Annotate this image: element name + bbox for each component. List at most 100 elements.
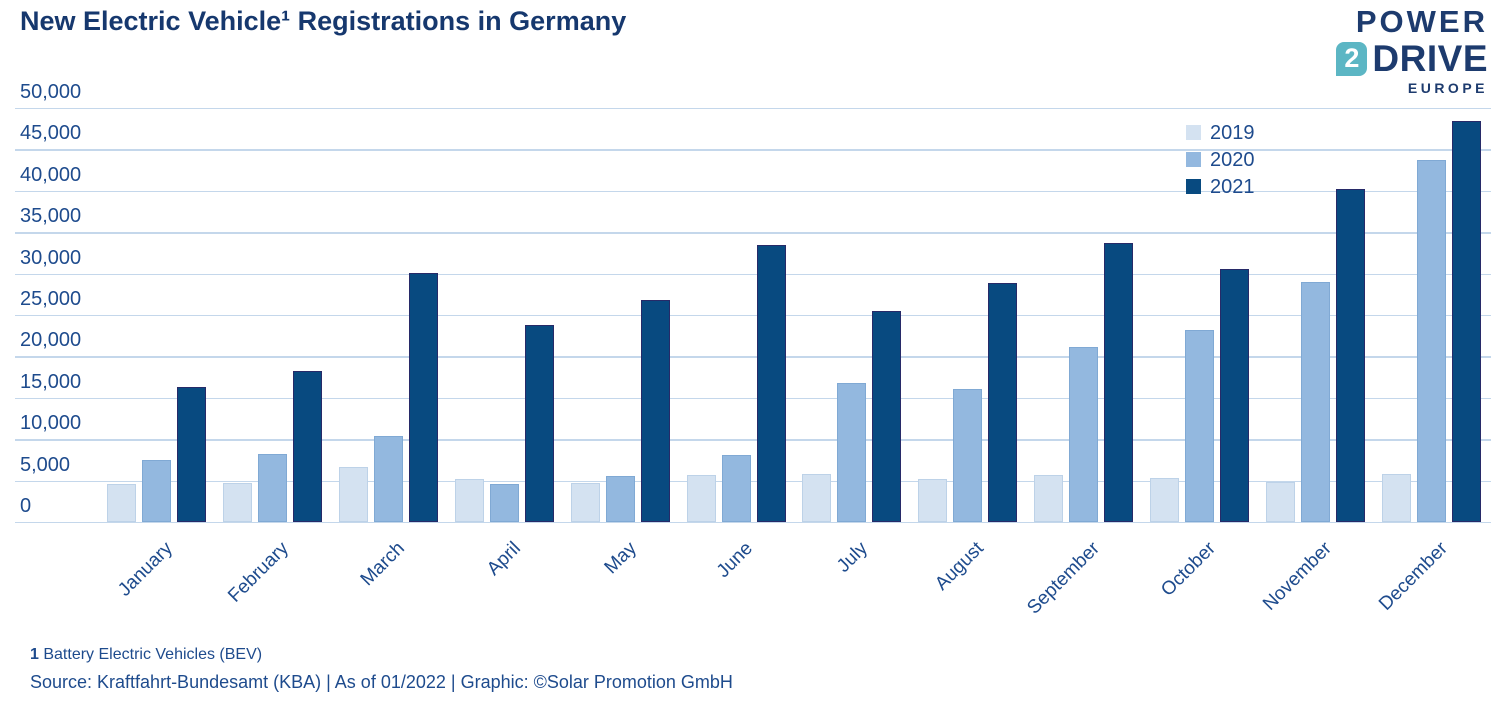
bar-2019-august <box>918 479 948 522</box>
gridline-0 <box>15 522 1491 524</box>
bar-2021-january <box>177 387 206 522</box>
bar-2021-july <box>872 311 902 522</box>
x-axis-label-september: September <box>1023 538 1105 619</box>
bar-2020-september <box>1069 347 1099 522</box>
bar-group-november <box>1266 108 1366 522</box>
gridline-10000 <box>15 439 1491 441</box>
y-axis-label-50000: 50,000 <box>20 81 82 103</box>
gridline-30000 <box>15 273 1491 275</box>
legend-swatch-2019 <box>1186 125 1201 140</box>
logo-2-badge-icon: 2 <box>1336 41 1368 76</box>
gridline-50000 <box>15 108 1491 110</box>
x-axis-label-october: October <box>1157 538 1221 601</box>
bar-2020-january <box>142 460 171 522</box>
bar-2021-may <box>640 300 670 522</box>
x-axis-label-january: January <box>114 538 177 601</box>
bar-2020-august <box>953 389 983 522</box>
bar-group-july <box>802 108 902 522</box>
x-axis-label-august: August <box>931 538 989 595</box>
bar-2019-september <box>1034 475 1064 522</box>
y-axis-label-35000: 35,000 <box>20 205 82 228</box>
legend-swatch-2021 <box>1186 179 1201 194</box>
y-axis-label-25000: 25,000 <box>20 288 82 310</box>
power2drive-logo: POWER 2 DRIVE EUROPE <box>1336 6 1488 95</box>
gridline-40000 <box>15 190 1491 193</box>
bar-2021-october <box>1220 269 1250 522</box>
gridline-25000 <box>15 315 1491 317</box>
bar-2019-april <box>454 479 484 522</box>
bar-2021-december <box>1452 121 1481 522</box>
y-axis-label-40000: 40,000 <box>20 163 82 186</box>
x-axis-label-february: February <box>224 538 293 607</box>
legend-label-2019: 2019 <box>1210 121 1255 144</box>
bar-2019-january <box>107 484 136 522</box>
legend-item-2019: 2019 <box>1186 119 1255 146</box>
x-axis-label-june: June <box>712 538 757 582</box>
gridline-20000 <box>15 356 1491 358</box>
y-axis-label-15000: 15,000 <box>20 370 82 393</box>
bar-2020-june <box>721 455 751 522</box>
bar-2019-october <box>1150 478 1180 522</box>
gridline-5000 <box>15 480 1491 482</box>
gridline-35000 <box>15 232 1491 234</box>
bar-group-april <box>454 108 554 522</box>
y-axis-label-45000: 45,000 <box>20 122 82 145</box>
legend-swatch-2020 <box>1186 152 1201 167</box>
y-axis-label-20000: 20,000 <box>20 329 82 352</box>
bar-2019-december <box>1382 474 1411 522</box>
y-axis-label-30000: 30,000 <box>20 246 82 269</box>
source-line: Source: Kraftfahrt-Bundesamt (KBA) | As … <box>30 672 733 693</box>
logo-europe-text: EUROPE <box>1407 80 1488 96</box>
gridline-15000 <box>15 397 1491 400</box>
bar-2021-february <box>292 371 322 522</box>
chart-footer: 1 Battery Electric Vehicles (BEV) Source… <box>30 643 733 693</box>
bar-2019-march <box>338 467 368 522</box>
logo-power-text: POWER <box>1355 4 1488 39</box>
gridline-45000 <box>15 149 1491 151</box>
x-axis-label-november: November <box>1259 538 1336 615</box>
bar-2021-april <box>524 325 554 522</box>
bar-2020-april <box>489 484 519 522</box>
bar-group-december <box>1382 108 1481 522</box>
logo-drive-text: DRIVE <box>1372 38 1488 79</box>
bar-2021-august <box>988 283 1018 522</box>
bar-group-january <box>107 108 206 522</box>
page-title: New Electric Vehicle¹ Registrations in G… <box>20 6 627 36</box>
legend-label-2020: 2020 <box>1210 148 1255 171</box>
x-axis-label-july: July <box>833 538 873 577</box>
bar-2021-september <box>1104 243 1134 522</box>
bar-group-august <box>918 108 1018 522</box>
y-axis-label-5000: 5,000 <box>20 453 71 476</box>
bar-2019-february <box>222 483 252 522</box>
bar-2020-december <box>1417 160 1446 522</box>
bar-group-may <box>570 108 670 522</box>
legend-item-2020: 2020 <box>1186 146 1255 173</box>
logo-middle-row: 2 DRIVE <box>1336 40 1488 77</box>
bar-group-february <box>222 108 322 522</box>
legend-label-2021: 2021 <box>1210 175 1255 198</box>
footnote-marker: 1 <box>30 646 39 663</box>
bar-group-october <box>1150 108 1250 522</box>
bar-2020-july <box>837 383 867 522</box>
legend-item-2021: 2021 <box>1186 173 1255 200</box>
bar-2020-february <box>257 454 287 522</box>
bar-2019-may <box>570 483 600 522</box>
bar-2019-june <box>686 475 716 522</box>
y-axis-label-10000: 10,000 <box>20 412 82 435</box>
bar-group-september <box>1034 108 1134 522</box>
bar-2019-november <box>1266 482 1296 522</box>
chart-legend: 2019 2020 2021 <box>1186 119 1255 200</box>
footnote: 1 Battery Electric Vehicles (BEV) <box>30 643 733 666</box>
bar-2020-november <box>1301 282 1331 522</box>
bar-group-march <box>338 108 438 522</box>
bar-2021-november <box>1336 189 1366 522</box>
bar-2019-july <box>802 474 832 522</box>
x-axis-label-may: May <box>600 538 641 579</box>
bar-2020-may <box>605 476 635 522</box>
bar-2020-march <box>373 436 403 522</box>
x-axis-label-april: April <box>482 538 525 580</box>
y-axis-label-0: 0 <box>20 495 32 517</box>
bar-group-june <box>686 108 786 522</box>
